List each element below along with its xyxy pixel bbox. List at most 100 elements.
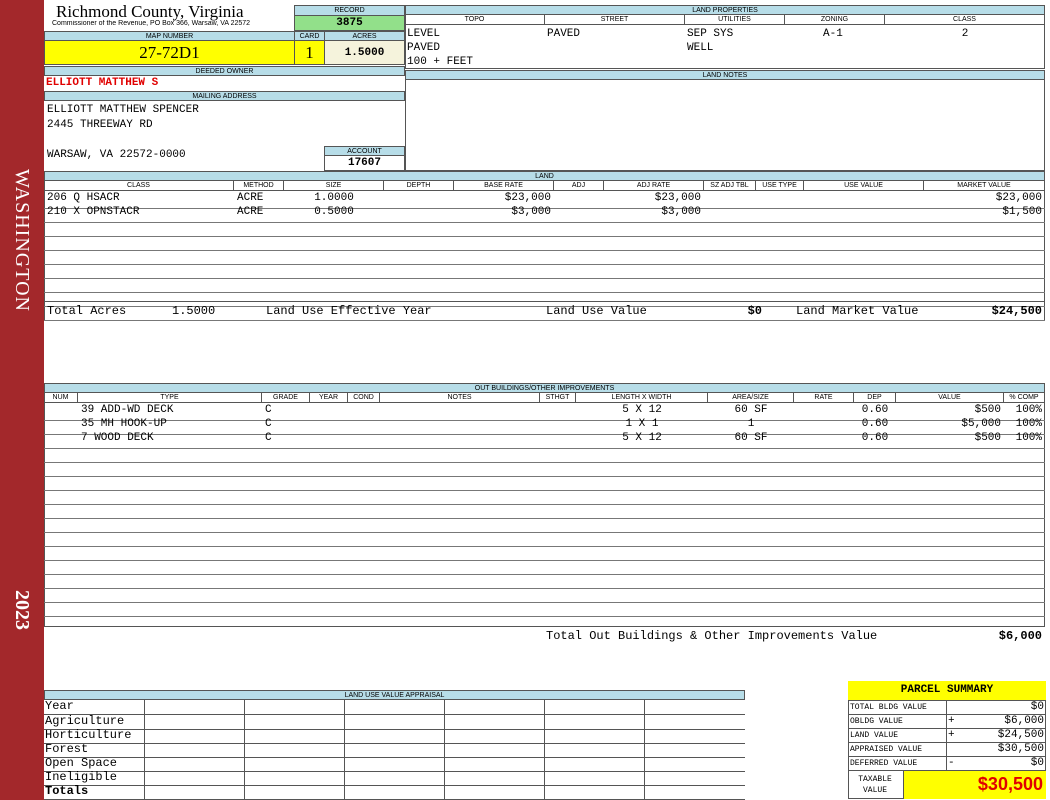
- column-header: % COMP: [1004, 393, 1045, 403]
- summary-label: OBLDG VALUE: [850, 717, 903, 726]
- summary-sign: +: [948, 715, 955, 727]
- column-header: COND: [348, 393, 380, 403]
- empty-cell: [144, 715, 245, 730]
- summary-cell: [946, 757, 1046, 771]
- empty-cell: [144, 785, 245, 800]
- cell-value: $23,000: [995, 192, 1042, 204]
- property-value: WELL: [687, 42, 714, 54]
- empty-cell: [244, 729, 345, 744]
- taxable-label: TAXABLE VALUE: [858, 775, 892, 795]
- summary-value: $30,500: [997, 743, 1044, 755]
- property-value: LEVEL: [407, 28, 441, 40]
- cell-value: ACRE: [237, 206, 264, 218]
- cell-value: 7 WOOD DECK: [81, 432, 154, 444]
- cell-value: 35 MH HOOK-UP: [81, 418, 167, 430]
- total-acres-label: Total Acres: [47, 304, 127, 318]
- column-header: USE TYPE: [756, 181, 804, 191]
- column-header: STHGT: [540, 393, 576, 403]
- column-header: NOTES: [380, 393, 540, 403]
- row-label: Open Space: [45, 757, 118, 770]
- empty-cell: [344, 743, 445, 758]
- empty-cell: [544, 771, 645, 786]
- property-value: SEP SYS: [687, 28, 734, 40]
- column-header: DEPTH: [384, 181, 454, 191]
- appraisal-row: [44, 743, 745, 758]
- empty-cell: [444, 743, 545, 758]
- empty-cell: [644, 771, 745, 786]
- property-value: PAVED: [407, 42, 441, 54]
- property-value: 2: [961, 28, 969, 40]
- summary-value: $24,500: [997, 729, 1044, 741]
- summary-row: [848, 757, 1046, 771]
- empty-cell: [244, 715, 345, 730]
- cell-value: 100%: [1015, 418, 1042, 430]
- appraisal-row: [44, 729, 745, 744]
- empty-cell: [344, 729, 445, 744]
- cell-value: 0.5000: [314, 206, 354, 218]
- district: WASHINGTON: [11, 168, 33, 312]
- empty-cell: [644, 743, 745, 758]
- cell-value: $500: [974, 432, 1001, 444]
- empty-cell: [144, 743, 245, 758]
- empty-cell: [344, 700, 445, 715]
- column-header: TOPO: [405, 15, 545, 25]
- column-header: ADJ: [554, 181, 604, 191]
- summary-row: [848, 743, 1046, 757]
- county: Richmond County, Virginia: [56, 2, 244, 21]
- empty-cell: [444, 771, 545, 786]
- year: 2023: [11, 590, 33, 630]
- table-title: LAND: [44, 171, 1045, 181]
- property-value: A-1: [823, 28, 843, 40]
- summary-sign: -: [948, 757, 955, 769]
- address: Commissioner of the Revenue, PO Box 366,…: [52, 20, 251, 27]
- total-acres: 1.5000: [172, 304, 216, 318]
- empty-cell: [144, 757, 245, 772]
- acres-value: 1.5000: [324, 40, 405, 65]
- empty-cell: [144, 771, 245, 786]
- map-value: 27-72D1: [44, 40, 295, 65]
- summary-value: $6,000: [1004, 715, 1044, 727]
- summary-title: PARCEL SUMMARY: [848, 681, 1046, 701]
- column-header: SIZE: [284, 181, 384, 191]
- record-value: 3875: [294, 15, 405, 31]
- cell-value: 0.60: [861, 404, 889, 416]
- empty-cell: [644, 715, 745, 730]
- appraisal-row: [44, 700, 745, 715]
- use-value-label: Land Use Value: [546, 304, 647, 318]
- row-label: Horticulture: [45, 729, 132, 742]
- column-header: NUM: [44, 393, 78, 403]
- empty-cell: [244, 743, 345, 758]
- owner-label: DEEDED OWNER: [44, 66, 405, 76]
- mailing-label: MAILING ADDRESS: [44, 91, 405, 101]
- summary-value: $0: [1030, 701, 1044, 713]
- column-header: METHOD: [234, 181, 284, 191]
- empty-cell: [144, 700, 245, 715]
- cell-value: 5 X 12: [622, 432, 662, 444]
- property-value: 100 + FEET: [407, 56, 474, 68]
- column-header: BASE RATE: [454, 181, 554, 191]
- cell-value: 100%: [1015, 432, 1042, 444]
- row-label: Totals: [45, 785, 89, 798]
- cell-value: 210 X OPNSTACR: [47, 206, 140, 218]
- cell-value: ACRE: [237, 192, 264, 204]
- market-value: $24,500: [991, 304, 1042, 318]
- column-header: AREA/SIZE: [708, 393, 794, 403]
- cell-value: C: [265, 404, 272, 416]
- appraisal-row: [44, 757, 745, 772]
- land-properties-title: LAND PROPERTIES: [405, 5, 1045, 15]
- empty-cell: [544, 785, 645, 800]
- empty-cell: [544, 729, 645, 744]
- empty-cell: [244, 785, 345, 800]
- column-header: STREET: [545, 15, 685, 25]
- address-line: 2445 THREEWAY RD: [47, 119, 153, 131]
- summary-label: TOTAL BLDG VALUE: [850, 703, 927, 712]
- empty-cell: [344, 715, 445, 730]
- market-value-label: Land Market Value: [796, 304, 919, 318]
- cell-value: 39 ADD-WD DECK: [81, 404, 174, 416]
- appraisal-title: LAND USE VALUE APPRAISAL: [44, 690, 745, 700]
- cell-value: $23,000: [654, 192, 701, 204]
- summary-label: DEFERRED VALUE: [850, 759, 918, 768]
- address-line: ELLIOTT MATTHEW SPENCER: [47, 104, 199, 116]
- empty-cell: [344, 757, 445, 772]
